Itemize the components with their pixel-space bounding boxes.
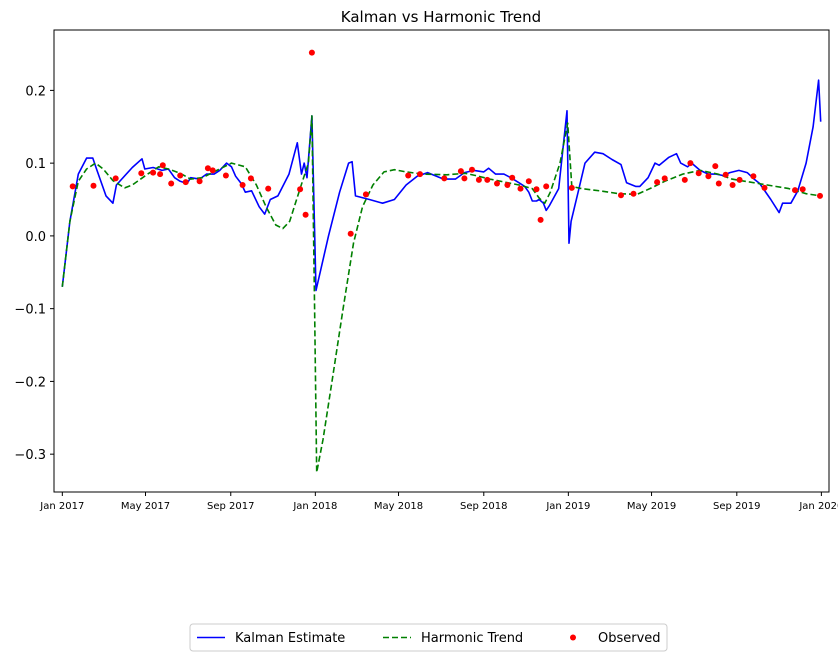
observed-point [441, 175, 448, 182]
observed-point [533, 186, 540, 193]
observed-point [568, 184, 575, 191]
observed-point [247, 175, 254, 182]
observed-point [157, 171, 164, 178]
observed-point [347, 230, 354, 237]
observed-point [729, 182, 736, 188]
plot-frame [53, 29, 830, 493]
x-tick-label: May 2019 [627, 501, 676, 512]
observed-point [661, 175, 668, 182]
observed-point [112, 175, 119, 182]
legend-box [189, 623, 668, 652]
y-tick-label: 0.2 [25, 84, 46, 99]
observed-point [150, 169, 157, 176]
observed-point [222, 172, 229, 179]
observed-point [715, 180, 722, 187]
harmonic-trend-line [61, 115, 821, 474]
observed-point [761, 184, 768, 191]
observed-point [750, 173, 757, 180]
observed-point [817, 192, 823, 199]
legend-label: Kalman Estimate [235, 631, 345, 646]
x-tick-label: Sep 2018 [460, 501, 507, 512]
observed-point [308, 49, 315, 56]
x-tick-label: Sep 2019 [713, 501, 760, 512]
observed-point [630, 190, 637, 197]
observed-point [525, 178, 532, 185]
observed-point [405, 172, 412, 179]
observed-point [297, 186, 304, 193]
observed-point [362, 191, 369, 198]
observed-point [484, 176, 491, 183]
observed-point [543, 183, 550, 190]
x-tick-label: Jan 2020 [798, 501, 838, 512]
observed-point [177, 172, 184, 179]
observed-point [681, 176, 688, 183]
observed-point [265, 185, 272, 192]
x-tick-label: May 2018 [374, 501, 423, 512]
observed-point [239, 182, 246, 188]
observed-point [695, 170, 702, 177]
observed-point [209, 167, 216, 174]
observed-point [302, 211, 309, 218]
y-tick-label: 0.1 [25, 157, 46, 172]
x-tick-label: Jan 2019 [545, 501, 590, 512]
x-tick-label: Jan 2018 [292, 501, 337, 512]
legend: Kalman Estimate Harmonic Trend Observed [189, 623, 668, 652]
observed-point [196, 178, 203, 185]
observed-point [138, 170, 145, 177]
observed-point [687, 160, 694, 167]
observed-point [417, 171, 423, 178]
observed-point [494, 180, 500, 187]
observed-point [90, 182, 97, 189]
observed-point [722, 171, 729, 178]
observed-point [168, 180, 175, 187]
observed-point [618, 192, 624, 199]
y-tick-label: −0.1 [14, 303, 46, 318]
observed-point [712, 163, 719, 170]
legend-label: Observed [598, 631, 661, 646]
observed-point [457, 168, 464, 175]
observed-point [69, 183, 76, 190]
y-tick-label: 0.0 [25, 230, 46, 245]
observed-point [736, 176, 743, 183]
observed-point [705, 173, 712, 180]
observed-point [654, 179, 661, 186]
x-tick-label: Jan 2017 [39, 501, 84, 512]
observed-point [159, 162, 166, 169]
observed-point [792, 187, 798, 194]
kalman-estimate-line [61, 79, 822, 292]
y-tick-label: −0.2 [14, 375, 46, 390]
axes: Jan 2017 May 2017 Sep 2017 Jan 2018 May 2018… [14, 29, 838, 512]
y-tick-label: −0.3 [14, 448, 46, 463]
observed-point [537, 216, 544, 223]
x-tick-label: May 2017 [121, 501, 170, 512]
legend-label: Harmonic Trend [421, 631, 523, 646]
observed-point [517, 185, 524, 192]
observed-point [204, 165, 211, 172]
observed-point [504, 182, 511, 188]
observed-point [469, 166, 475, 173]
observed-point [461, 175, 468, 182]
observed-point [182, 179, 189, 186]
observed-point [509, 174, 516, 181]
legend-observed-marker [570, 634, 576, 641]
x-tick-label: Sep 2017 [207, 501, 254, 512]
observed-point [475, 176, 482, 183]
observed-markers [69, 49, 823, 237]
plot-area [61, 49, 823, 474]
observed-point [799, 186, 806, 193]
chart-title: Kalman vs Harmonic Trend [341, 8, 541, 26]
